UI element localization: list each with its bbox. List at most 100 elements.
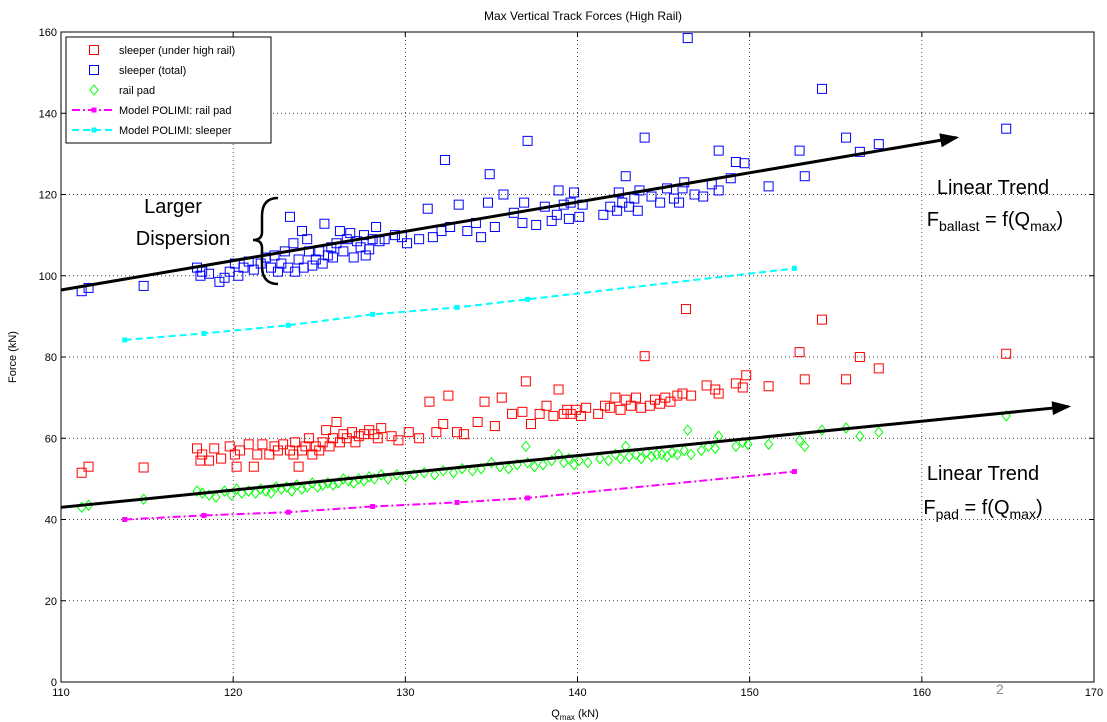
data-point <box>489 222 500 232</box>
data-point <box>739 158 750 169</box>
data-point <box>763 381 774 392</box>
y-tick-label: 80 <box>45 352 57 364</box>
pad-trend-arrow <box>60 405 1069 509</box>
data-point <box>238 262 249 273</box>
data-point <box>248 461 259 472</box>
x-tick-label: 160 <box>913 687 931 699</box>
data-point <box>575 410 586 421</box>
data-point <box>472 417 483 427</box>
data-point <box>553 384 564 395</box>
data-point <box>204 268 215 279</box>
data-point <box>414 433 425 444</box>
data-point <box>598 209 609 220</box>
data-point <box>655 398 666 409</box>
page-number: 2 <box>996 681 1004 697</box>
data-point <box>439 154 450 165</box>
data-point <box>551 209 562 220</box>
data-point <box>679 444 689 457</box>
data-point <box>613 187 624 198</box>
data-point <box>541 400 552 411</box>
data-point <box>290 437 301 448</box>
data-point <box>371 222 382 232</box>
data-point <box>794 434 805 447</box>
y-tick-label: 60 <box>45 433 57 445</box>
model-point <box>525 495 531 501</box>
data-point <box>641 446 652 459</box>
data-point <box>484 169 495 180</box>
data-point <box>553 448 564 461</box>
data-point <box>529 460 540 473</box>
y-tick-label: 0 <box>51 677 57 689</box>
data-point <box>257 439 268 450</box>
data-point <box>713 388 724 399</box>
data-point <box>546 215 557 226</box>
x-axis-ticks: 110 120 130 140 150 160 170 <box>52 32 1103 699</box>
data-point <box>667 446 677 459</box>
series-3 <box>122 469 797 522</box>
data-point <box>197 449 208 460</box>
data-point <box>209 443 220 454</box>
data-point <box>521 440 531 453</box>
data-point <box>620 171 631 182</box>
data-point <box>646 450 657 463</box>
data-point <box>328 479 338 491</box>
legend-label: Model POLIMI: sleeper <box>119 125 232 137</box>
data-point <box>403 427 414 438</box>
data-point <box>855 430 865 443</box>
data-point <box>345 228 356 239</box>
data-point <box>322 250 333 261</box>
ballast-trend-title: Linear Trend <box>937 177 1049 199</box>
model-point <box>201 512 207 518</box>
data-point <box>293 461 304 472</box>
data-point <box>272 445 283 456</box>
data-point <box>698 191 709 202</box>
data-point <box>520 376 531 387</box>
data-point <box>486 456 497 469</box>
x-tick-label: 170 <box>1085 687 1103 699</box>
data-point <box>655 197 666 208</box>
data-point <box>451 427 462 438</box>
data-point <box>424 396 435 407</box>
chart-title: Max Vertical Track Forces (High Rail) <box>484 9 682 23</box>
data-point <box>713 145 724 156</box>
x-axis-label: Qmax (kN) <box>551 708 599 722</box>
data-point <box>83 282 94 293</box>
data-point <box>467 464 478 477</box>
data-point <box>364 244 375 255</box>
data-point <box>595 452 605 465</box>
data-point <box>462 226 473 237</box>
pad-trend-formula: Fpad = f(Qmax) <box>923 497 1042 522</box>
model-point <box>370 311 376 317</box>
pad-trend-title: Linear Trend <box>927 463 1039 485</box>
data-point <box>763 438 774 451</box>
data-point <box>519 197 530 208</box>
pad-trend-arrow-head <box>1051 401 1072 416</box>
data-point <box>683 424 693 436</box>
data-point <box>639 351 650 362</box>
data-point <box>317 258 328 269</box>
data-point <box>873 139 884 150</box>
data-point <box>686 448 696 461</box>
data-point <box>553 185 564 196</box>
data-point <box>383 473 393 485</box>
data-point <box>376 469 386 481</box>
data-point <box>583 456 593 469</box>
data-point <box>534 408 545 419</box>
data-point <box>350 437 361 448</box>
data-point <box>324 441 335 452</box>
data-point <box>393 435 404 446</box>
data-point <box>204 455 215 466</box>
data-point <box>216 453 227 464</box>
data-point <box>841 132 852 143</box>
data-point <box>563 213 574 224</box>
model-point <box>525 296 531 302</box>
data-point <box>581 402 592 413</box>
data-point <box>303 433 314 444</box>
data-point <box>458 429 469 440</box>
data-point <box>570 404 581 415</box>
data-point <box>817 424 827 436</box>
data-point <box>83 461 94 472</box>
data-point <box>243 439 254 450</box>
data-point <box>443 390 454 401</box>
data-point <box>321 425 332 436</box>
